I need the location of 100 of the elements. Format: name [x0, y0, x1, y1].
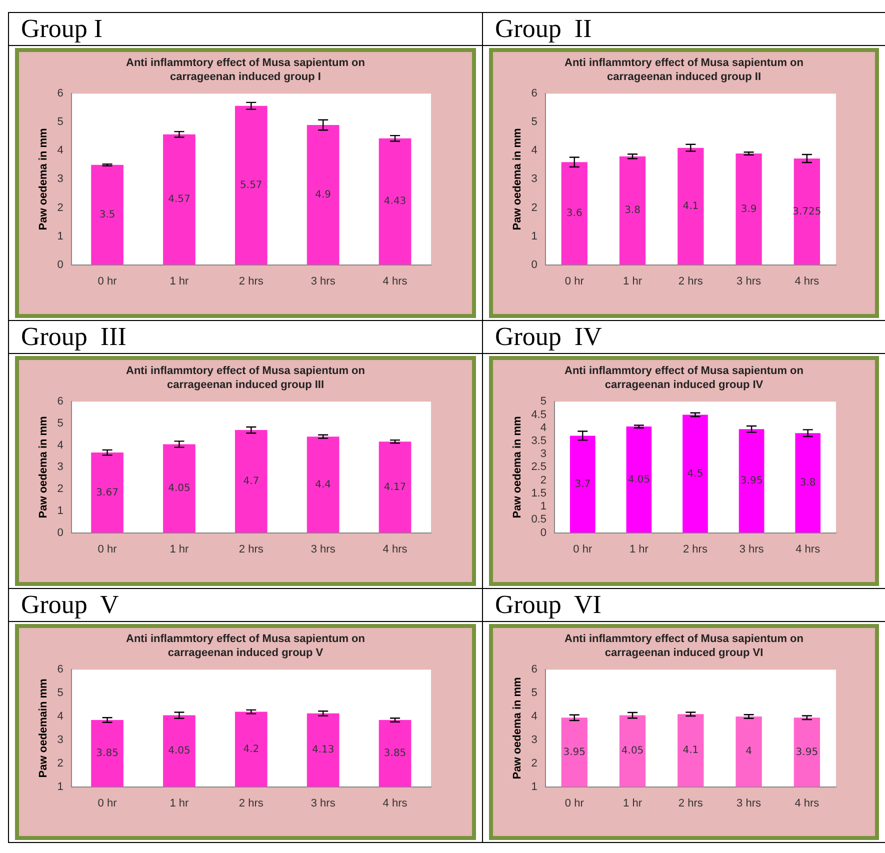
y-tick-label: 1.5: [531, 487, 546, 500]
bar: [91, 164, 124, 265]
bar: [91, 452, 124, 533]
x-tick-label: 1 hr: [170, 275, 190, 288]
chart-title: Group VI: [483, 589, 885, 622]
y-tick-label: 0: [531, 258, 538, 271]
y-tick-label: 3: [57, 461, 64, 474]
y-axis-title: Paw oedema in mm: [512, 676, 524, 780]
bar: [570, 436, 596, 533]
data-label: 3.85: [384, 748, 406, 759]
y-tick-label: 2: [57, 202, 64, 214]
chart-title: Group II: [483, 13, 885, 46]
y-tick-label: 1: [531, 230, 538, 242]
chart-title: Group III: [9, 321, 482, 354]
x-tick-label: 3 hrs: [310, 797, 336, 810]
data-label: 3.7: [574, 478, 591, 490]
y-tick-label: 2.5: [531, 461, 546, 474]
y-axis-title: Paw oedema in mm: [512, 416, 524, 518]
bar: [234, 106, 268, 265]
y-tick-label: 5: [531, 687, 538, 700]
x-tick-label: 0 hr: [98, 543, 118, 556]
x-tick-label: 3 hrs: [310, 543, 336, 556]
data-label: 4.05: [621, 746, 644, 757]
chart-subtitle: Anti inflammtory effect of Musa sapientum on carrageenan induced group II: [564, 56, 804, 84]
y-tick-label: 5: [540, 396, 546, 408]
x-tick-label: 0 hr: [98, 797, 118, 810]
data-label: 4.7: [243, 476, 260, 488]
chart-subtitle: Anti inflammtory effect of Musa sapientum on carrageenan induced group IV: [564, 364, 804, 392]
bar: [234, 430, 268, 533]
bar: [306, 124, 340, 265]
y-tick-label: 4: [540, 422, 546, 434]
y-tick-label: 4: [531, 710, 538, 723]
x-tick-label: 2 hrs: [678, 797, 704, 810]
y-tick-label: 2: [540, 474, 546, 486]
x-tick-label: 0 hr: [564, 275, 584, 288]
data-label: 3.8: [624, 205, 640, 216]
y-tick-label: 4: [531, 144, 538, 157]
data-label: 3.95: [740, 476, 763, 487]
x-tick-label: 1 hr: [623, 797, 642, 810]
data-label: 3.85: [96, 748, 118, 759]
chart-title: Group IV: [483, 321, 885, 354]
data-label: 4.5: [687, 468, 704, 480]
x-tick-label: 3 hrs: [736, 797, 762, 810]
bar: [682, 414, 708, 533]
bar: [163, 134, 196, 265]
y-tick-label: 1: [57, 230, 64, 242]
x-tick-label: 0 hr: [564, 797, 584, 810]
chart-subtitle: Anti inflammtory effect of Musa sapientum on carrageenan induced group V: [125, 632, 366, 660]
y-tick-label: 2: [57, 483, 64, 496]
data-label: 4.43: [384, 196, 406, 208]
x-tick-label: 4 hrs: [382, 275, 408, 288]
x-tick-label: 1 hr: [623, 275, 642, 288]
data-label: 4.05: [168, 483, 190, 494]
y-tick-label: 6: [57, 88, 64, 100]
chart-subtitle: Anti inflammtory effect of Musa sapientum on carrageenan induced group I: [125, 56, 366, 84]
bar: [163, 444, 196, 533]
y-tick-label: 0: [540, 526, 546, 539]
y-tick-label: 4: [57, 144, 64, 157]
chart-subtitle: Anti inflammtory effect of Musa sapientum on carrageenan induced group VI: [564, 632, 804, 660]
data-label: 3.6: [566, 208, 582, 220]
bar: [306, 436, 340, 533]
data-label: 5.57: [240, 180, 262, 191]
data-label: 4.13: [312, 744, 334, 756]
y-tick-label: 0: [57, 526, 64, 539]
y-tick-label: 2: [531, 202, 538, 214]
bar: [738, 429, 764, 533]
x-tick-label: 3 hrs: [310, 275, 336, 288]
y-tick-label: 3: [531, 173, 538, 186]
x-tick-label: 4 hrs: [796, 543, 821, 556]
data-label: 4.05: [628, 474, 650, 486]
x-tick-label: 1 hr: [170, 543, 190, 556]
y-tick-label: 6: [531, 664, 538, 676]
data-label: 4.1: [682, 200, 699, 212]
chart-title: Group V: [9, 589, 482, 622]
x-tick-label: 3 hrs: [739, 543, 764, 556]
data-label: 3.5: [99, 209, 116, 220]
y-axis-title: Paw oedemain mm: [38, 678, 50, 778]
x-tick-label: 2 hrs: [238, 797, 264, 810]
y-axis-title: Paw oedema in mm: [38, 416, 50, 518]
y-tick-label: 3: [540, 448, 546, 460]
data-label: 4.57: [168, 194, 190, 206]
x-tick-label: 2 hrs: [238, 275, 264, 288]
data-label: 4.4: [315, 479, 332, 490]
y-tick-label: 4: [57, 439, 64, 452]
data-label: 4: [746, 746, 752, 758]
data-label: 3.9: [740, 204, 757, 215]
y-tick-label: 3: [57, 173, 64, 186]
x-tick-label: 4 hrs: [794, 275, 820, 288]
data-label: 4.1: [682, 745, 699, 756]
x-tick-label: 0 hr: [573, 543, 592, 556]
y-axis-title: Paw oedema in mm: [512, 128, 524, 230]
x-tick-label: 3 hrs: [736, 275, 762, 288]
data-label: 4.17: [384, 482, 406, 493]
bar: [378, 442, 412, 533]
chart-subtitle: Anti inflammtory effect of Musa sapientum on carrageenan induced group III: [125, 364, 366, 392]
y-tick-label: 6: [57, 396, 64, 408]
bar: [626, 426, 652, 533]
x-tick-label: 4 hrs: [382, 543, 408, 556]
x-tick-label: 0 hr: [98, 275, 118, 288]
data-label: 3.8: [800, 478, 816, 489]
